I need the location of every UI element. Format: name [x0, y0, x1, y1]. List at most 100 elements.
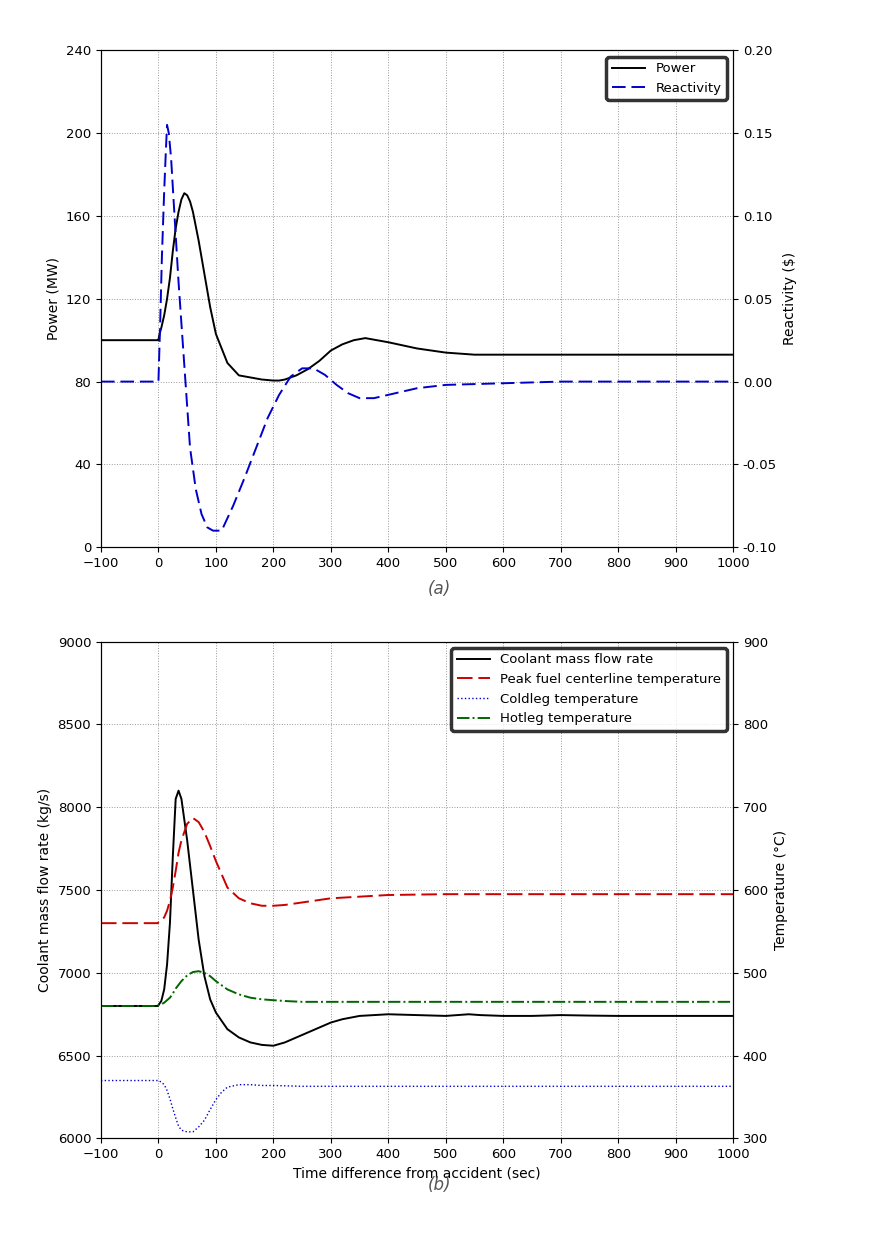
Coolant mass flow rate	[188, 883, 198, 898]
Coldleg temperature	[156, 1074, 167, 1089]
Line: Coldleg temperature: Coldleg temperature	[101, 1081, 732, 1132]
Power	[182, 187, 192, 203]
Peak fuel centerline temperature	[555, 887, 566, 902]
Power	[165, 270, 175, 286]
Peak fuel centerline temperature	[182, 816, 192, 832]
Coldleg temperature	[168, 1101, 178, 1116]
Reactivity	[153, 374, 163, 389]
Hotleg temperature	[233, 986, 244, 1001]
Coolant mass flow rate	[161, 957, 172, 972]
Hotleg temperature	[96, 999, 106, 1014]
Coldleg temperature	[159, 1077, 169, 1092]
Power	[184, 194, 195, 209]
Peak fuel centerline temperature	[440, 887, 451, 902]
Reactivity	[173, 274, 183, 289]
Hotleg temperature	[555, 994, 566, 1009]
Reactivity	[382, 387, 393, 403]
Hotleg temperature	[156, 996, 167, 1011]
Coolant mass flow rate	[165, 916, 175, 931]
Coolant mass flow rate	[199, 969, 210, 984]
Coolant mass flow rate	[463, 1006, 474, 1021]
Coolant mass flow rate	[314, 1020, 324, 1035]
Line: Coolant mass flow rate: Coolant mass flow rate	[101, 791, 732, 1045]
Power	[168, 244, 178, 259]
Coolant mass flow rate	[354, 1009, 365, 1024]
Coolant mass flow rate	[173, 782, 183, 799]
Peak fuel centerline temperature	[199, 824, 210, 839]
Power	[153, 332, 163, 347]
Coolant mass flow rate	[303, 1025, 313, 1040]
Hotleg temperature	[161, 993, 172, 1008]
Power	[267, 374, 278, 389]
Y-axis label: Power (MW): Power (MW)	[46, 258, 61, 340]
Power	[159, 308, 169, 323]
Coldleg temperature	[325, 1079, 336, 1094]
Power	[360, 331, 370, 346]
Power	[670, 347, 681, 362]
Coolant mass flow rate	[193, 932, 203, 947]
Power	[153, 331, 164, 346]
Coolant mass flow rate	[337, 1011, 347, 1027]
Hotleg temperature	[176, 974, 187, 989]
Power	[314, 353, 324, 369]
Power	[727, 347, 738, 362]
Coolant mass flow rate	[526, 1009, 537, 1024]
Coldleg temperature	[173, 1118, 183, 1133]
Hotleg temperature	[222, 981, 232, 996]
Coolant mass flow rate	[204, 991, 215, 1006]
Y-axis label: Temperature (°C): Temperature (°C)	[773, 830, 787, 950]
Power	[204, 299, 215, 314]
Hotleg temperature	[168, 986, 178, 1001]
Peak fuel centerline temperature	[153, 915, 163, 930]
Power	[382, 335, 393, 350]
Line: Power: Power	[101, 194, 732, 381]
Coolant mass flow rate	[279, 1035, 289, 1050]
Reactivity	[154, 316, 165, 331]
Peak fuel centerline temperature	[245, 896, 255, 911]
Coolant mass flow rate	[156, 994, 167, 1009]
Reactivity	[216, 523, 226, 538]
Coldleg temperature	[153, 1073, 163, 1088]
Coldleg temperature	[165, 1091, 175, 1106]
Peak fuel centerline temperature	[170, 863, 181, 878]
Peak fuel centerline temperature	[193, 815, 203, 830]
Coolant mass flow rate	[170, 791, 181, 806]
Coldleg temperature	[176, 1122, 187, 1137]
Legend: Coolant mass flow rate, Peak fuel centerline temperature, Coldleg temperature, H: Coolant mass flow rate, Peak fuel center…	[451, 648, 725, 731]
Coldleg temperature	[245, 1077, 255, 1092]
Peak fuel centerline temperature	[256, 898, 267, 913]
Peak fuel centerline temperature	[156, 913, 167, 928]
Coolant mass flow rate	[222, 1021, 232, 1037]
Power	[371, 332, 381, 347]
Peak fuel centerline temperature	[96, 916, 106, 931]
Peak fuel centerline temperature	[159, 910, 169, 925]
Coldleg temperature	[440, 1079, 451, 1094]
Coldleg temperature	[188, 1125, 198, 1140]
Text: (b): (b)	[427, 1176, 450, 1194]
Peak fuel centerline temperature	[497, 887, 508, 902]
Reactivity	[727, 374, 738, 389]
Power	[156, 321, 167, 336]
Coldleg temperature	[182, 1125, 192, 1140]
Power	[199, 267, 210, 282]
Power	[256, 372, 267, 387]
Power	[210, 326, 221, 341]
Coldleg temperature	[199, 1113, 210, 1128]
Reactivity	[190, 482, 201, 497]
Coolant mass flow rate	[176, 791, 187, 806]
Hotleg temperature	[382, 994, 393, 1009]
Power	[291, 367, 302, 382]
Coldleg temperature	[296, 1079, 307, 1094]
Line: Peak fuel centerline temperature: Peak fuel centerline temperature	[101, 818, 732, 923]
Reactivity	[440, 377, 451, 392]
Peak fuel centerline temperature	[153, 916, 163, 931]
Reactivity	[208, 523, 218, 538]
Reactivity	[612, 374, 623, 389]
Power	[245, 370, 255, 385]
Hotleg temperature	[165, 990, 175, 1005]
Line: Reactivity: Reactivity	[101, 125, 732, 531]
Hotleg temperature	[354, 994, 365, 1009]
Coolant mass flow rate	[210, 1005, 221, 1020]
Reactivity	[159, 184, 169, 199]
Power	[337, 337, 347, 352]
